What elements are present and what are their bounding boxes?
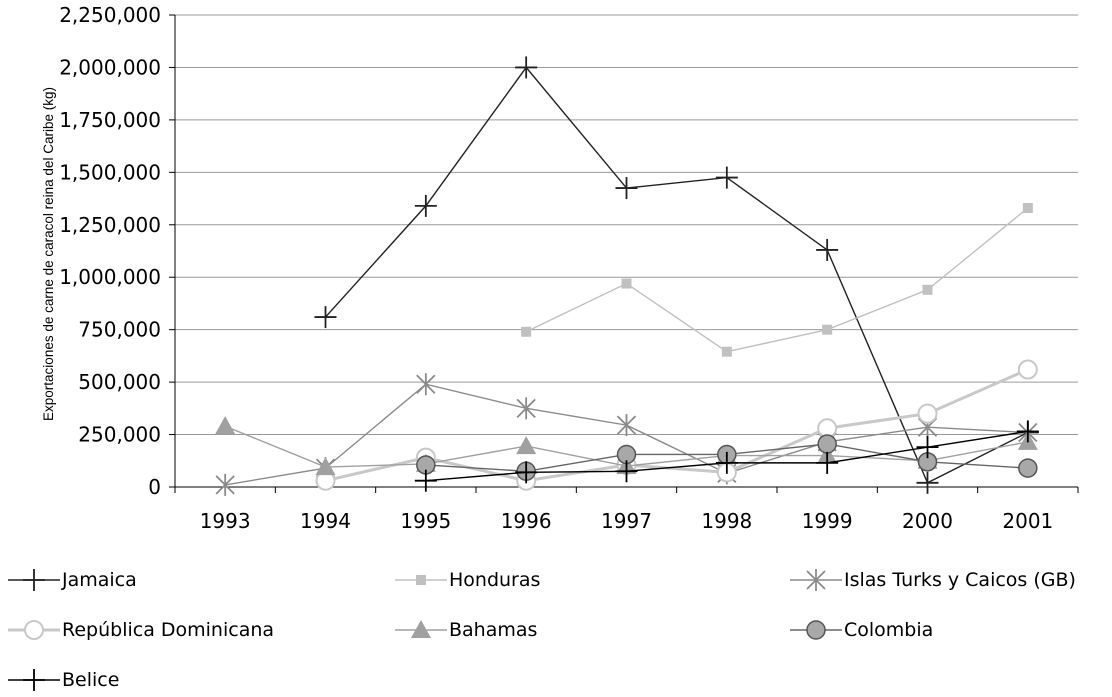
data-point-jamaica (816, 239, 838, 261)
data-point-republica-dominicana (919, 405, 937, 423)
data-point-islas-turks-y-caicos-gb (216, 474, 234, 496)
x-tick-label: 1998 (701, 509, 752, 533)
x-tick-label: 2000 (902, 509, 953, 533)
x-tick-label: 1997 (601, 509, 652, 533)
data-point-honduras (521, 327, 531, 337)
x-tick-label: 1996 (501, 509, 552, 533)
y-tick-label: 1,750,000 (59, 108, 161, 132)
data-point-jamaica (716, 167, 738, 189)
legend-item-jamaica: Jamaica (8, 569, 137, 591)
data-point-bahamas (215, 416, 235, 434)
y-tick-label: 1,250,000 (59, 213, 161, 237)
series-group (215, 56, 1039, 495)
data-point-bahamas (516, 436, 536, 454)
data-point-republica-dominicana (1019, 361, 1037, 379)
legend-marker (25, 621, 43, 639)
x-tick-label: 1994 (300, 509, 351, 533)
data-point-honduras (822, 325, 832, 335)
gridlines (175, 15, 1078, 435)
tick-labels: 0 250,000 500,000 750,000 1,000,000 1,250,000… (59, 3, 1053, 533)
data-point-colombia (1019, 459, 1037, 477)
y-tick-label: 1,000,000 (59, 265, 161, 289)
data-point-belice (415, 470, 437, 492)
legend-label: Jamaica (61, 569, 137, 591)
y-tick-label: 500,000 (78, 370, 161, 394)
legend: Jamaica Honduras Islas Turks y Caicos (GB)… (8, 569, 1076, 691)
legend-label: República Dominicana (62, 619, 274, 641)
x-tick-label: 2001 (1002, 509, 1053, 533)
legend-marker (411, 620, 431, 638)
data-point-honduras (622, 279, 632, 289)
y-tick-label: 2,000,000 (59, 55, 161, 79)
data-point-jamaica (917, 472, 939, 494)
legend-label: Bahamas (449, 619, 537, 641)
data-point-islas-turks-y-caicos-gb (618, 414, 636, 436)
legend-marker (416, 575, 426, 585)
data-point-honduras (1023, 203, 1033, 213)
y-tick-label: 1,500,000 (59, 160, 161, 184)
legend-marker (23, 569, 45, 591)
legend-item-bahamas: Bahamas (395, 619, 537, 641)
legend-item-colombia: Colombia (790, 619, 933, 641)
legend-label: Belice (62, 669, 119, 691)
y-tick-label: 2,250,000 (59, 3, 161, 27)
y-axis-title: Exportaciones de carne de caracol reina … (41, 87, 56, 421)
legend-item-islas-turks-y-caicos-gb: Islas Turks y Caicos (GB) (790, 569, 1076, 591)
data-point-jamaica (515, 56, 537, 78)
data-point-honduras (722, 347, 732, 357)
data-point-honduras (923, 285, 933, 295)
legend-marker (807, 621, 825, 639)
legend-marker (23, 669, 45, 691)
legend-item-belice: Belice (8, 669, 119, 691)
data-point-islas-turks-y-caicos-gb (517, 397, 535, 419)
legend-label: Colombia (844, 619, 933, 641)
data-point-colombia (818, 435, 836, 453)
x-tick-label: 1999 (802, 509, 853, 533)
data-point-bahamas (316, 457, 336, 475)
data-point-islas-turks-y-caicos-gb (417, 373, 435, 395)
x-tick-label: 1995 (400, 509, 451, 533)
series-jamaica (315, 56, 1039, 493)
series-honduras (521, 203, 1033, 357)
y-tick-label: 250,000 (78, 423, 161, 447)
legend-label: Honduras (449, 569, 540, 591)
legend-label: Islas Turks y Caicos (GB) (844, 569, 1076, 591)
data-point-belice (917, 436, 939, 458)
legend-item-republica-dominicana: República Dominicana (8, 619, 274, 641)
x-tick-label: 1993 (200, 509, 251, 533)
data-point-jamaica (616, 177, 638, 199)
y-tick-label: 0 (148, 475, 161, 499)
y-tick-label: 750,000 (78, 318, 161, 342)
legend-item-honduras: Honduras (395, 569, 540, 591)
